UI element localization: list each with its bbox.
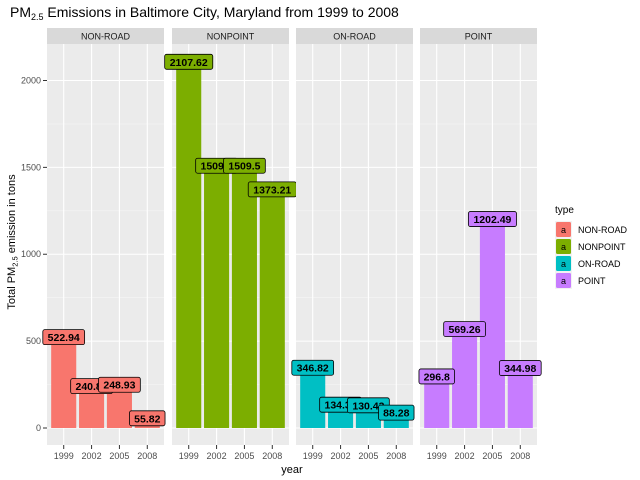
x-tick-label: 2008 <box>137 451 157 461</box>
legend-item-point: a POINT <box>555 272 606 289</box>
facet-strip-label: POINT <box>465 32 493 42</box>
x-tick-label: 2005 <box>234 451 254 461</box>
data-label: 296.8 <box>424 371 450 383</box>
data-label: 55.82 <box>134 413 160 425</box>
facet-strip-label: NONPOINT <box>207 32 255 42</box>
x-tick-label: 2005 <box>482 451 502 461</box>
x-tick-label: 1999 <box>427 451 447 461</box>
x-tick-label: 1999 <box>54 451 74 461</box>
data-label: 1202.49 <box>473 214 511 226</box>
data-label: 248.93 <box>103 380 135 392</box>
bar <box>176 61 202 429</box>
facet-strip <box>47 28 164 44</box>
y-axis-title: Total PM2.5 emission in tons <box>6 174 20 310</box>
data-label-box <box>291 359 335 376</box>
data-label-box <box>498 360 542 376</box>
bar <box>507 368 533 428</box>
y-tick-label: 500 <box>26 336 41 346</box>
x-tick-label: 2008 <box>510 451 530 461</box>
legend-key-glyph: a <box>561 242 566 252</box>
legend-label: NON-ROAD <box>578 225 627 235</box>
legend-key-glyph: a <box>561 259 566 269</box>
data-label: 1373.21 <box>253 184 291 196</box>
x-tick-label: 2002 <box>82 451 102 461</box>
y-tick-label: 1500 <box>21 162 41 172</box>
data-label: 2107.62 <box>170 57 208 69</box>
data-label-box <box>418 368 455 385</box>
x-axis-title: year <box>281 464 303 476</box>
data-label-box <box>378 404 415 421</box>
legend-key-glyph: a <box>561 276 566 286</box>
legend-key-glyph: a <box>561 225 566 235</box>
y-tick-label: 0 <box>36 423 41 433</box>
legend-label: ON-ROAD <box>578 259 621 269</box>
bar <box>204 165 230 429</box>
bar <box>424 376 450 428</box>
data-label: 1509.5 <box>228 161 260 173</box>
legend-key-swatch <box>556 222 571 237</box>
x-tick-label: 2002 <box>207 451 227 461</box>
x-tick-label: 2002 <box>455 451 475 461</box>
data-label-box <box>42 329 86 346</box>
legend-key-swatch <box>556 256 571 271</box>
legend: type a NON-ROAD a NONPOINT a ON-ROAD a POINT <box>555 205 627 289</box>
legend-title: type <box>555 205 574 216</box>
legend-label: NONPOINT <box>578 242 626 252</box>
data-label: 346.82 <box>297 363 329 375</box>
bar <box>452 329 478 428</box>
chart-title: PM2.5 Emissions in Baltimore City, Maryl… <box>10 4 399 22</box>
legend-key-swatch <box>556 273 571 288</box>
legend-label: POINT <box>578 276 606 286</box>
x-tick-label: 2008 <box>386 451 406 461</box>
data-label-box <box>164 53 214 70</box>
x-tick-label: 2005 <box>358 451 378 461</box>
legend-key-swatch <box>556 239 571 254</box>
x-tick-label: 2002 <box>331 451 351 461</box>
legend-item-nonpoint: a NONPOINT <box>555 238 626 255</box>
x-tick-label: 1999 <box>179 451 199 461</box>
data-label: 130.43 <box>352 400 384 412</box>
x-tick-label: 2005 <box>109 451 129 461</box>
data-label: 569.26 <box>449 324 481 336</box>
x-tick-label: 1999 <box>303 451 323 461</box>
facet-strip-label: NON-ROAD <box>81 32 130 42</box>
data-label: 344.98 <box>504 363 536 375</box>
bar <box>259 189 285 428</box>
facet-strip <box>296 28 413 44</box>
bar <box>231 165 257 429</box>
y-tick-label: 1000 <box>21 249 41 259</box>
data-label-box <box>443 321 486 337</box>
data-label-box <box>129 410 166 427</box>
facet-point: POINT 296.8 569.26 1202.49 344.98 1999 2002 200… <box>418 28 542 461</box>
x-tick-label: 2008 <box>262 451 282 461</box>
facet-strip-label: ON-ROAD <box>333 32 376 42</box>
data-label: 88.28 <box>383 408 409 420</box>
data-label-box <box>223 157 266 174</box>
y-axis-ticks: 0 500 1000 1500 2000 <box>21 75 47 433</box>
y-tick-label: 2000 <box>21 75 41 85</box>
facet-strip <box>420 28 537 44</box>
legend-item-non-road: a NON-ROAD <box>555 221 627 238</box>
legend-items: a NON-ROAD a NONPOINT a ON-ROAD a POINT <box>555 221 627 289</box>
data-label-box <box>98 376 141 393</box>
data-label-box <box>467 211 517 227</box>
data-label: 522.94 <box>48 332 80 344</box>
legend-item-on-road: a ON-ROAD <box>555 255 621 272</box>
facet-strip <box>172 28 289 44</box>
